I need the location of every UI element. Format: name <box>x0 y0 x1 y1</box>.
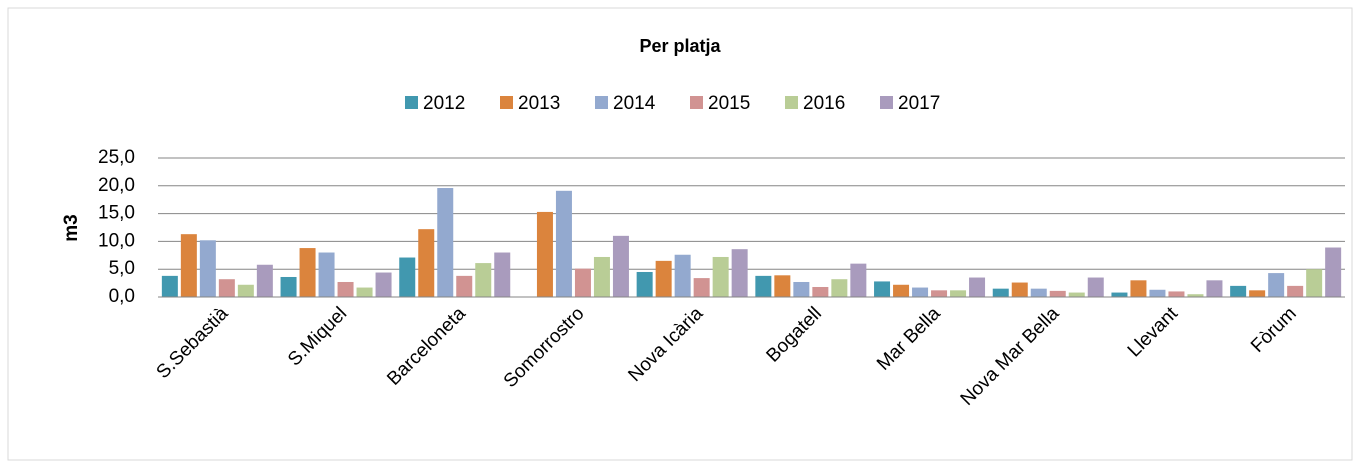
bar <box>1149 289 1166 297</box>
bar <box>536 211 553 297</box>
bar <box>1168 291 1185 297</box>
bar <box>731 249 748 297</box>
bar <box>992 288 1009 297</box>
legend-label: 2012 <box>423 93 465 114</box>
bar <box>1187 294 1204 297</box>
y-tick-label: 20,0 <box>98 175 135 196</box>
legend-label: 2015 <box>708 93 750 114</box>
legend-swatch <box>500 96 513 109</box>
legend-swatch <box>690 96 703 109</box>
bar <box>712 256 729 297</box>
y-tick-label: 0,0 <box>109 286 135 307</box>
bar <box>280 276 297 297</box>
legend-swatch <box>785 96 798 109</box>
bar <box>475 263 492 297</box>
bar <box>494 252 511 297</box>
legend-swatch <box>595 96 608 109</box>
chart-title: Per platja <box>639 36 721 56</box>
bar <box>1306 269 1323 297</box>
bar <box>1049 290 1066 297</box>
bar <box>674 254 691 297</box>
bar <box>850 263 867 297</box>
chart-frame <box>7 7 1353 461</box>
bar <box>969 277 986 297</box>
bar <box>418 229 435 297</box>
bar <box>180 234 197 297</box>
bar <box>831 279 848 297</box>
bar <box>437 188 454 297</box>
bar <box>218 279 235 297</box>
bar <box>555 190 572 297</box>
bar <box>256 264 273 297</box>
bar <box>912 287 929 297</box>
bar <box>456 275 473 297</box>
y-tick-label: 5,0 <box>109 258 135 279</box>
bar <box>237 284 254 297</box>
legend-label: 2017 <box>898 93 940 114</box>
bar <box>1325 247 1342 297</box>
bar <box>931 290 948 297</box>
bar <box>636 271 653 297</box>
bar <box>874 281 891 297</box>
bar <box>337 281 354 297</box>
bar <box>399 257 416 297</box>
bar <box>1111 292 1128 297</box>
bar <box>318 252 335 297</box>
bar <box>299 248 316 297</box>
legend-swatch <box>880 96 893 109</box>
y-axis-label: m3 <box>61 214 82 241</box>
bar <box>1287 285 1304 297</box>
bar <box>161 275 178 297</box>
bar <box>793 281 810 297</box>
legend-label: 2014 <box>613 93 656 114</box>
bar <box>1087 277 1104 297</box>
bar <box>1206 280 1223 297</box>
legend-label: 2016 <box>803 93 845 114</box>
bar <box>1030 288 1047 297</box>
bar <box>893 284 910 297</box>
bar <box>655 260 672 297</box>
y-tick-label: 10,0 <box>98 230 135 251</box>
legend-label: 2013 <box>518 93 560 114</box>
bar <box>1268 273 1285 297</box>
bar <box>356 287 373 297</box>
y-tick-label: 15,0 <box>98 203 135 224</box>
bar <box>1011 282 1028 297</box>
bar <box>375 272 392 297</box>
bar <box>812 286 829 297</box>
bar <box>1230 285 1247 297</box>
bar <box>574 268 591 297</box>
y-tick-label: 25,0 <box>98 147 135 168</box>
bar <box>774 275 791 297</box>
legend-swatch <box>405 96 418 109</box>
bar <box>693 278 710 297</box>
bar <box>1068 292 1085 297</box>
bar <box>612 235 629 297</box>
bar <box>950 290 967 297</box>
bar <box>1130 280 1147 297</box>
bar <box>755 275 772 297</box>
bar <box>199 240 216 297</box>
bar <box>593 256 610 297</box>
bar <box>1249 290 1266 297</box>
